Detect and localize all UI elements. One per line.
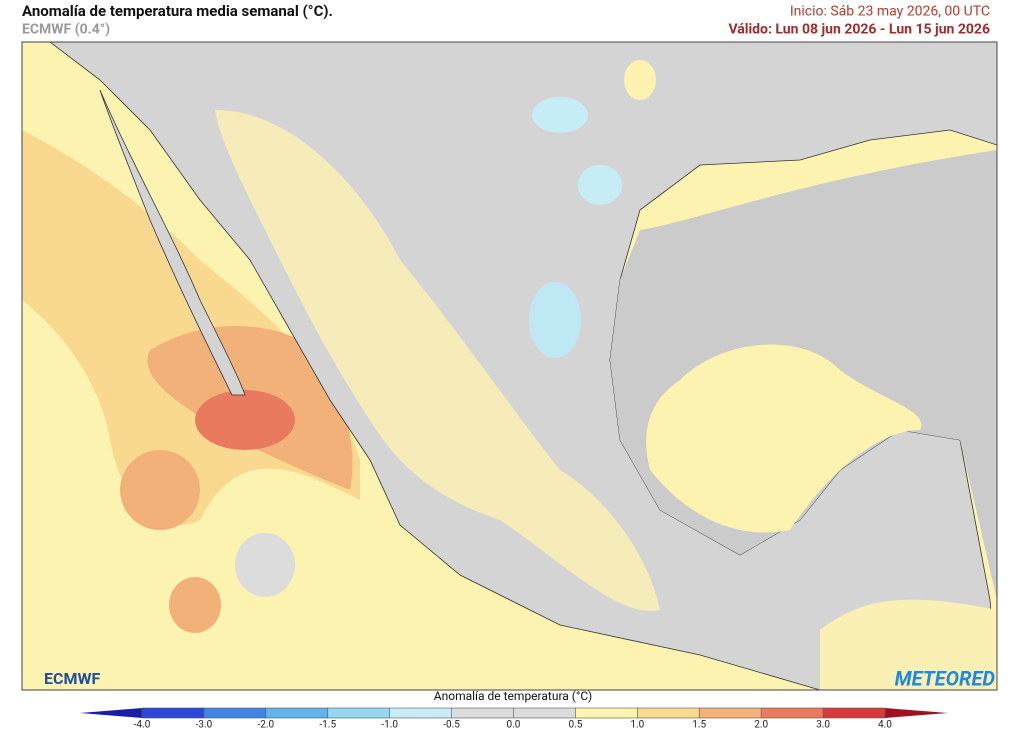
logo-left: ECMWF — [44, 669, 100, 688]
colorbar-tick-label: 1.0 — [630, 720, 644, 731]
subtitle: ECMWF (0.4°) — [22, 22, 110, 38]
anomaly-area — [215, 110, 660, 612]
colorbar-bin — [265, 708, 329, 718]
colorbar-bin — [637, 708, 700, 718]
colorbar-bin — [142, 708, 205, 718]
valid-date: Válido: Lun 08 jun 2026 - Lun 15 jun 202… — [728, 22, 990, 38]
colorbar-tick-label: 3.0 — [816, 720, 830, 731]
colorbar-tick-label: 0.0 — [507, 720, 521, 731]
peninsula — [99, 89, 246, 396]
colorbar-tick-label: 4.0 — [878, 720, 892, 731]
colorbar-tick-label: -3.0 — [196, 720, 213, 731]
anomaly-area — [120, 450, 200, 530]
anomaly-area — [532, 97, 588, 133]
logo-right: METEORED — [895, 666, 996, 690]
colorbar: -4.0 -3.0 -2.0 -1.5 -1.0 -0.5 0.0 0.5 1.0 1.5 2.0 3… — [80, 707, 948, 731]
colorbar-tick-label: -1.0 — [381, 720, 398, 731]
colorbar-tick-label: -0.5 — [443, 720, 460, 731]
colorbar-label: Anomalía de temperatura (°C) — [434, 689, 592, 703]
colorbar-tick-label: 0.5 — [568, 720, 582, 731]
colorbar-bin — [203, 708, 267, 718]
colorbar-tick-label: 1.5 — [692, 720, 706, 731]
anomaly-area — [820, 599, 997, 690]
colorbar-tick-label: 2.0 — [754, 720, 768, 731]
colorbar-extension — [80, 708, 142, 718]
colorbar-bin — [699, 708, 762, 718]
colorbar-bin — [451, 708, 514, 718]
anomaly-area — [624, 60, 656, 100]
anomaly-area — [235, 533, 295, 597]
colorbar-bin — [575, 708, 638, 718]
title: Anomalía de temperatura media semanal (°… — [22, 2, 333, 20]
colorbar-bin — [389, 708, 453, 718]
colorbar-tick-label: -1.5 — [319, 720, 336, 731]
colorbar-bin — [327, 708, 391, 718]
anomaly-area — [529, 282, 581, 358]
anomaly-area — [195, 390, 295, 450]
init-date: Inicio: Sáb 23 may 2026, 00 UTC — [790, 4, 990, 20]
colorbar-bin — [761, 708, 824, 718]
anomaly-area — [169, 577, 221, 633]
map — [21, 41, 998, 691]
anomaly-area — [578, 165, 622, 205]
colorbar-bin — [823, 708, 886, 718]
colorbar-extension — [885, 708, 948, 718]
map-frame — [21, 41, 998, 691]
anomaly-area — [646, 344, 922, 533]
colorbar-tick-label: -4.0 — [134, 720, 151, 731]
colorbar-bin — [513, 708, 576, 718]
colorbar-tick-label: -2.0 — [258, 720, 275, 731]
